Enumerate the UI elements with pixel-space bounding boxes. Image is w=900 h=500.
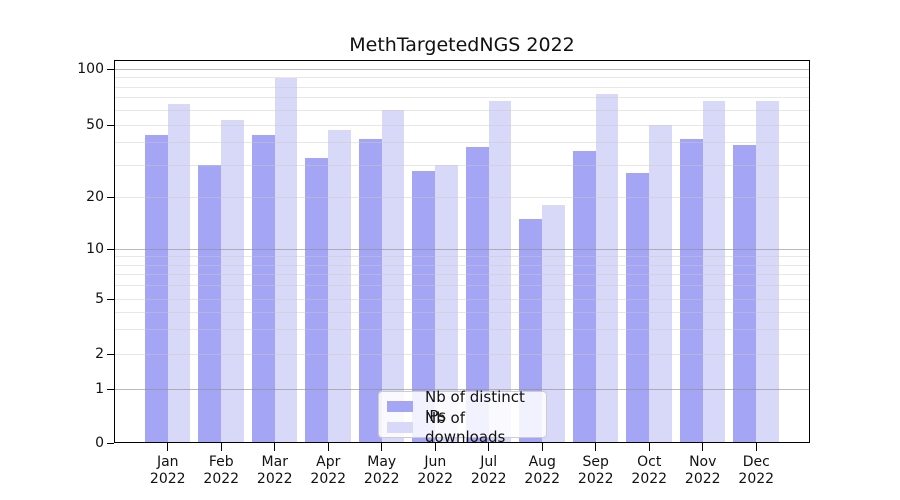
y-tick-label-20: 20 xyxy=(86,189,104,205)
y-tick-5 xyxy=(107,298,114,300)
y-tick-label-50: 50 xyxy=(86,117,104,133)
x-tick-jan xyxy=(167,443,169,451)
x-tick-label-jun: Jun 2022 xyxy=(417,454,454,487)
gridline-y-40 xyxy=(114,142,810,144)
bar-downloads-oct xyxy=(649,125,672,443)
legend-swatch-downloads xyxy=(387,422,413,433)
gridline-y-70 xyxy=(114,97,810,99)
gridline-y-60 xyxy=(114,109,810,111)
bar-distinct-ips-sep xyxy=(572,150,596,443)
y-tick-label-100: 100 xyxy=(77,61,104,77)
gridlines-layer xyxy=(114,60,810,443)
x-tick-label-dec: Dec 2022 xyxy=(738,454,775,487)
bar-distinct-ips-mar xyxy=(251,135,275,443)
legend-row-distinct-ips: Nb of distinct IPs xyxy=(387,388,546,425)
gridline-y-90 xyxy=(114,77,810,78)
bar-distinct-ips-dec xyxy=(733,144,757,443)
y-tick-label-1: 1 xyxy=(95,381,104,397)
gridline-y-30 xyxy=(114,164,810,166)
chart-title: MethTargetedNGS 2022 xyxy=(349,34,575,56)
gridline-y-3 xyxy=(114,329,810,331)
bar-downloads-may xyxy=(381,110,405,443)
x-tick-oct xyxy=(648,443,650,451)
x-tick-sep xyxy=(595,443,597,451)
bar-distinct-ips-jun xyxy=(412,170,436,443)
bar-downloads-dec xyxy=(756,101,779,443)
x-tick-label-oct: Oct 2022 xyxy=(631,454,668,487)
gridline-y-5 xyxy=(114,298,810,300)
gridline-y-80 xyxy=(114,86,810,88)
x-tick-aug xyxy=(541,443,543,451)
bar-downloads-aug xyxy=(542,204,565,443)
x-tick-mar xyxy=(274,443,276,451)
x-tick-feb xyxy=(220,443,222,451)
x-tick-label-jul: Jul 2022 xyxy=(470,454,507,487)
x-tick-may xyxy=(381,443,383,451)
x-tick-dec xyxy=(755,443,757,451)
bar-distinct-ips-apr xyxy=(305,157,329,443)
bar-distinct-ips-may xyxy=(358,138,382,443)
y-tick-10 xyxy=(107,248,114,250)
bar-downloads-apr xyxy=(328,129,351,443)
gridline-y-8 xyxy=(114,264,810,266)
gridline-y-50 xyxy=(114,124,810,126)
bar-downloads-feb xyxy=(221,120,244,443)
x-tick-label-mar: Mar 2022 xyxy=(256,454,293,487)
gridline-y-100 xyxy=(114,68,810,70)
bar-distinct-ips-jul xyxy=(465,146,489,443)
bar-distinct-ips-nov xyxy=(679,138,703,443)
legend-label-downloads: Nb of downloads xyxy=(425,408,506,446)
y-tick-label-0: 0 xyxy=(95,435,104,451)
legend-label-distinct-ips: Nb of distinct IPs xyxy=(425,387,525,425)
gridline-y-2 xyxy=(114,353,810,355)
legend-swatch-distinct-ips xyxy=(387,401,413,412)
x-tick-apr xyxy=(327,443,329,451)
bar-downloads-nov xyxy=(702,101,726,443)
gridline-y-9 xyxy=(114,256,810,258)
x-tick-label-apr: Apr 2022 xyxy=(310,454,347,487)
y-tick-0 xyxy=(107,442,114,444)
x-tick-label-aug: Aug 2022 xyxy=(524,454,561,487)
x-tick-jul xyxy=(488,443,490,451)
legend: Nb of distinct IPs Nb of downloads xyxy=(378,388,547,446)
x-tick-label-sep: Sep 2022 xyxy=(577,454,614,487)
x-tick-label-nov: Nov 2022 xyxy=(684,454,721,487)
bar-downloads-mar xyxy=(274,77,298,443)
legend-row-downloads: Nb of downloads xyxy=(387,409,546,446)
bars-layer xyxy=(114,60,810,443)
gridline-y-4 xyxy=(114,311,810,313)
bar-downloads-jan xyxy=(167,103,191,443)
y-tick-label-2: 2 xyxy=(95,346,104,362)
bar-distinct-ips-oct xyxy=(626,173,650,443)
gridline-y-20 xyxy=(114,196,810,198)
bar-downloads-jul xyxy=(488,101,512,443)
x-tick-label-feb: Feb 2022 xyxy=(203,454,240,487)
bar-distinct-ips-feb xyxy=(198,165,222,443)
x-tick-label-jan: Jan 2022 xyxy=(149,454,186,487)
gridline-y-6 xyxy=(114,285,810,287)
x-tick-label-may: May 2022 xyxy=(363,454,400,487)
gridline-y-7 xyxy=(114,274,810,276)
y-tick-50 xyxy=(107,124,114,126)
bar-distinct-ips-aug xyxy=(519,218,543,443)
bar-distinct-ips-jan xyxy=(144,135,168,443)
y-tick-100 xyxy=(107,68,114,70)
y-tick-label-10: 10 xyxy=(86,241,104,257)
y-tick-20 xyxy=(107,196,114,198)
y-tick-label-5: 5 xyxy=(95,291,104,307)
bar-downloads-jun xyxy=(435,165,458,443)
gridline-y-10 xyxy=(114,248,810,250)
gridline-y-1 xyxy=(114,388,810,390)
plot-area xyxy=(114,60,810,443)
y-tick-2 xyxy=(107,353,114,355)
x-tick-jun xyxy=(434,443,436,451)
y-tick-1 xyxy=(107,388,114,390)
x-tick-nov xyxy=(702,443,704,451)
bar-downloads-sep xyxy=(595,94,619,443)
